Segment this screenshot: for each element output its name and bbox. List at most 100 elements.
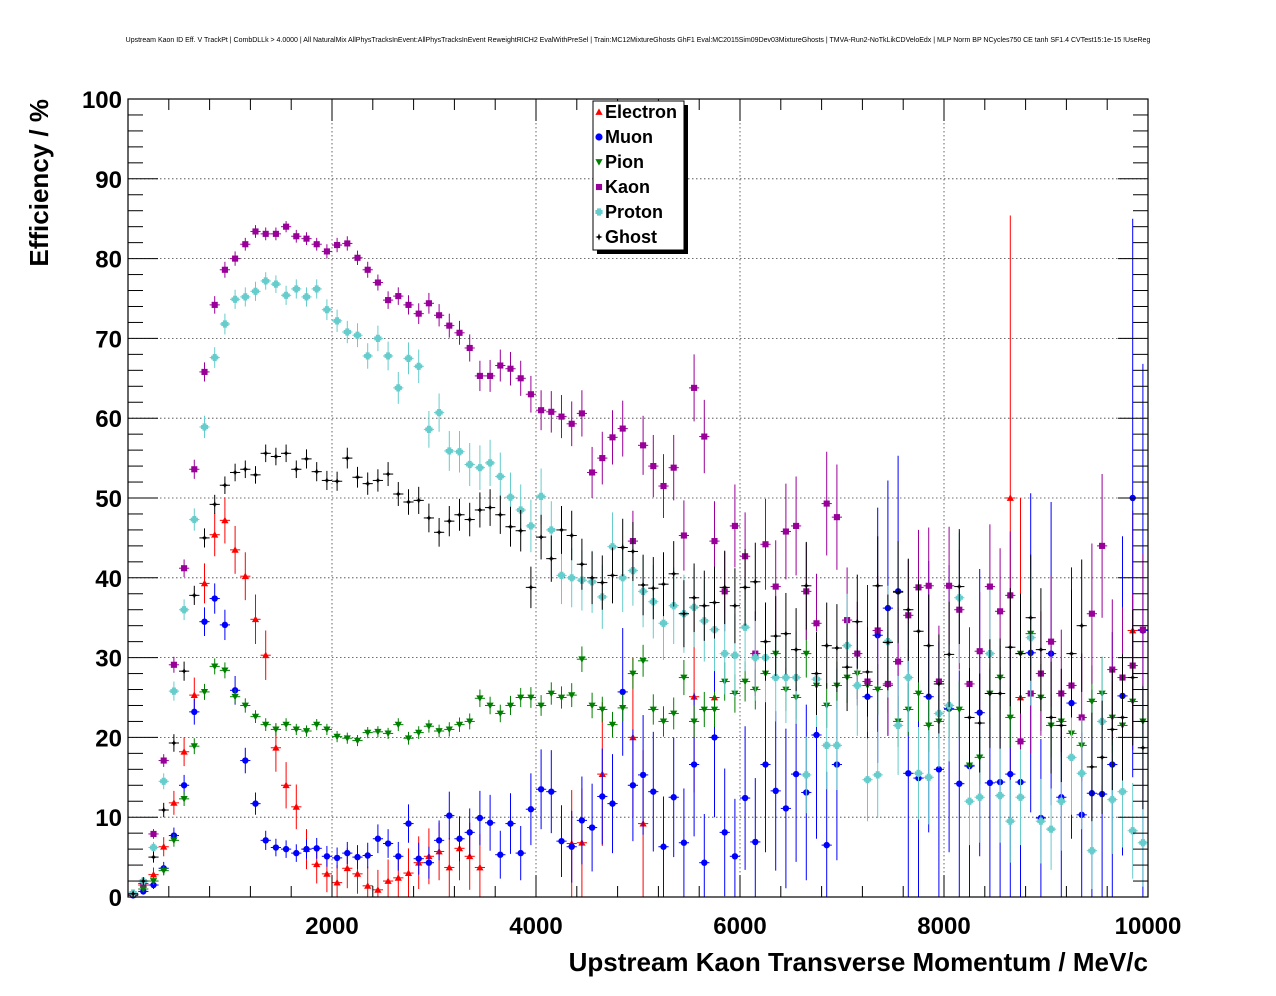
data-point (689, 354, 700, 422)
data-point (260, 444, 271, 463)
marker (527, 806, 535, 813)
data-point (556, 805, 567, 878)
data-point (729, 798, 740, 897)
marker (894, 588, 902, 596)
marker (415, 362, 423, 370)
marker (394, 874, 402, 881)
data-point (1137, 798, 1148, 887)
marker (721, 583, 729, 591)
marker (374, 334, 382, 342)
marker (353, 870, 362, 877)
marker (1078, 622, 1086, 630)
marker (914, 769, 923, 777)
data-point (434, 304, 445, 327)
marker (833, 741, 841, 749)
marker (558, 837, 565, 845)
marker (914, 627, 923, 635)
marker (404, 354, 413, 362)
marker (200, 579, 209, 587)
marker (517, 694, 525, 702)
marker (445, 726, 453, 734)
marker (221, 516, 229, 524)
marker (608, 721, 617, 729)
data-point (250, 710, 261, 724)
data-point (699, 399, 710, 474)
data-point (678, 500, 689, 571)
marker (598, 578, 606, 587)
marker (211, 301, 218, 308)
marker (700, 602, 708, 610)
marker (537, 786, 545, 793)
marker (313, 468, 321, 476)
marker (680, 532, 687, 539)
data-point (423, 411, 434, 448)
data-point (597, 748, 608, 845)
data-point (383, 859, 394, 897)
marker (813, 731, 820, 739)
marker (793, 522, 800, 529)
data-point (383, 341, 394, 371)
data-point (444, 430, 455, 471)
marker (680, 674, 688, 682)
marker (191, 466, 198, 473)
data-point (831, 464, 842, 570)
data-point (291, 723, 302, 736)
marker (313, 721, 321, 729)
data-point (617, 628, 628, 756)
marker (986, 779, 994, 787)
data-point (189, 699, 200, 725)
legend-label-pion: Pion (605, 152, 644, 172)
marker (741, 794, 749, 802)
marker (548, 788, 555, 795)
data-point (587, 551, 598, 605)
data-point (893, 541, 904, 644)
marker (976, 648, 983, 655)
marker (200, 534, 209, 542)
data-point (648, 557, 659, 620)
marker (150, 830, 157, 838)
marker (415, 496, 423, 504)
data-point (168, 734, 179, 752)
data-point (270, 838, 281, 857)
marker (282, 781, 290, 789)
marker (190, 591, 198, 599)
marker (272, 452, 280, 461)
marker (1139, 744, 1147, 752)
marker (241, 572, 249, 580)
data-point (1127, 609, 1138, 746)
data-point (260, 630, 271, 680)
data-point (831, 604, 842, 692)
data-point (995, 638, 1006, 749)
data-point (770, 596, 781, 676)
marker (405, 301, 412, 308)
data-point (474, 445, 485, 491)
data-point (464, 442, 475, 487)
data-point (301, 449, 312, 469)
series-pion (128, 597, 1148, 899)
x-tick-label: 8000 (917, 913, 970, 940)
data-point (403, 848, 414, 897)
marker (251, 615, 260, 623)
series-ghost (128, 444, 1148, 898)
marker (211, 353, 219, 362)
data-point (821, 602, 832, 689)
marker (711, 538, 718, 545)
data-point (607, 410, 618, 465)
data-point (485, 359, 496, 392)
data-point (148, 841, 159, 854)
data-point (240, 747, 251, 774)
x-tick-label: 2000 (305, 913, 358, 940)
marker (211, 663, 219, 670)
marker (139, 877, 147, 885)
marker (1006, 817, 1014, 825)
marker (782, 805, 790, 812)
data-point (872, 536, 883, 636)
data-point (403, 295, 414, 315)
data-point (944, 601, 955, 708)
data-point (158, 754, 169, 767)
data-point (760, 676, 771, 853)
marker (741, 583, 749, 591)
marker (282, 845, 290, 853)
marker (1037, 817, 1045, 825)
marker (323, 476, 331, 485)
